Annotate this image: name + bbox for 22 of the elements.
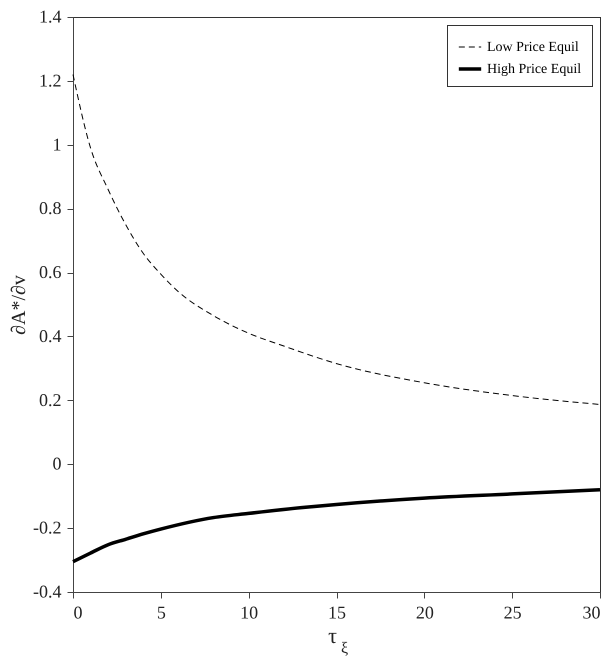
y-tick-label: -0.4 — [33, 582, 62, 602]
y-tick-label: 0.2 — [39, 390, 62, 410]
x-tick-label: 30 — [582, 602, 600, 622]
legend-label: Low Price Equil — [487, 40, 579, 55]
x-tick-label: 20 — [416, 602, 434, 622]
x-tick-label: 25 — [504, 602, 522, 622]
x-tick-label: 5 — [156, 602, 166, 622]
x-tick-label: 10 — [240, 602, 258, 622]
line-series — [72, 74, 600, 405]
y-tick-label: 0 — [52, 454, 62, 474]
y-tick-label: 0.8 — [39, 198, 62, 218]
y-tick-label: 1.4 — [39, 6, 62, 26]
line-series — [71, 488, 602, 564]
legend-label: High Price Equil — [487, 62, 582, 77]
x-tick-label: 15 — [328, 602, 346, 622]
x-tick-label: 0 — [74, 602, 82, 622]
y-tick-label: 1.2 — [39, 70, 62, 90]
y-tick-label: 0.6 — [39, 262, 62, 282]
y-axis-title: ∂A*/∂v — [8, 275, 30, 335]
y-tick-label: -0.2 — [33, 518, 62, 538]
y-tick-label: 1 — [52, 134, 62, 154]
y-tick-label: 0.4 — [39, 326, 62, 346]
